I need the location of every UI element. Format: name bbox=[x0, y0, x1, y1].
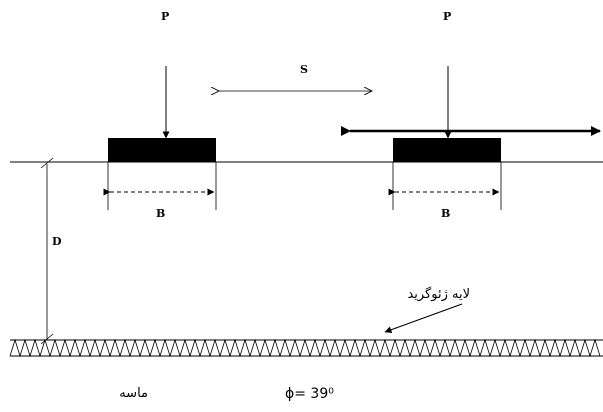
friction-angle-label: ϕ= 39⁰ bbox=[285, 386, 334, 402]
soil-label: ماسه bbox=[119, 386, 148, 401]
spacing-label: S bbox=[300, 63, 308, 76]
depth-tick-bottom bbox=[40, 333, 54, 345]
footing-left bbox=[108, 138, 216, 162]
load-label-right: P bbox=[443, 10, 451, 23]
width-label-right: B bbox=[441, 207, 450, 220]
width-label-left: B bbox=[156, 207, 165, 220]
depth-tick-top bbox=[40, 157, 54, 169]
geogrid-zigzag bbox=[9, 338, 601, 358]
footing-right bbox=[393, 138, 501, 162]
geogrid-layer-label: لایه ژئوگرید bbox=[407, 286, 470, 302]
geogrid-layer bbox=[9, 338, 603, 358]
depth-label: D bbox=[52, 235, 62, 248]
geogrid-pointer-arrow bbox=[384, 303, 463, 334]
load-label-left: P bbox=[161, 10, 169, 23]
